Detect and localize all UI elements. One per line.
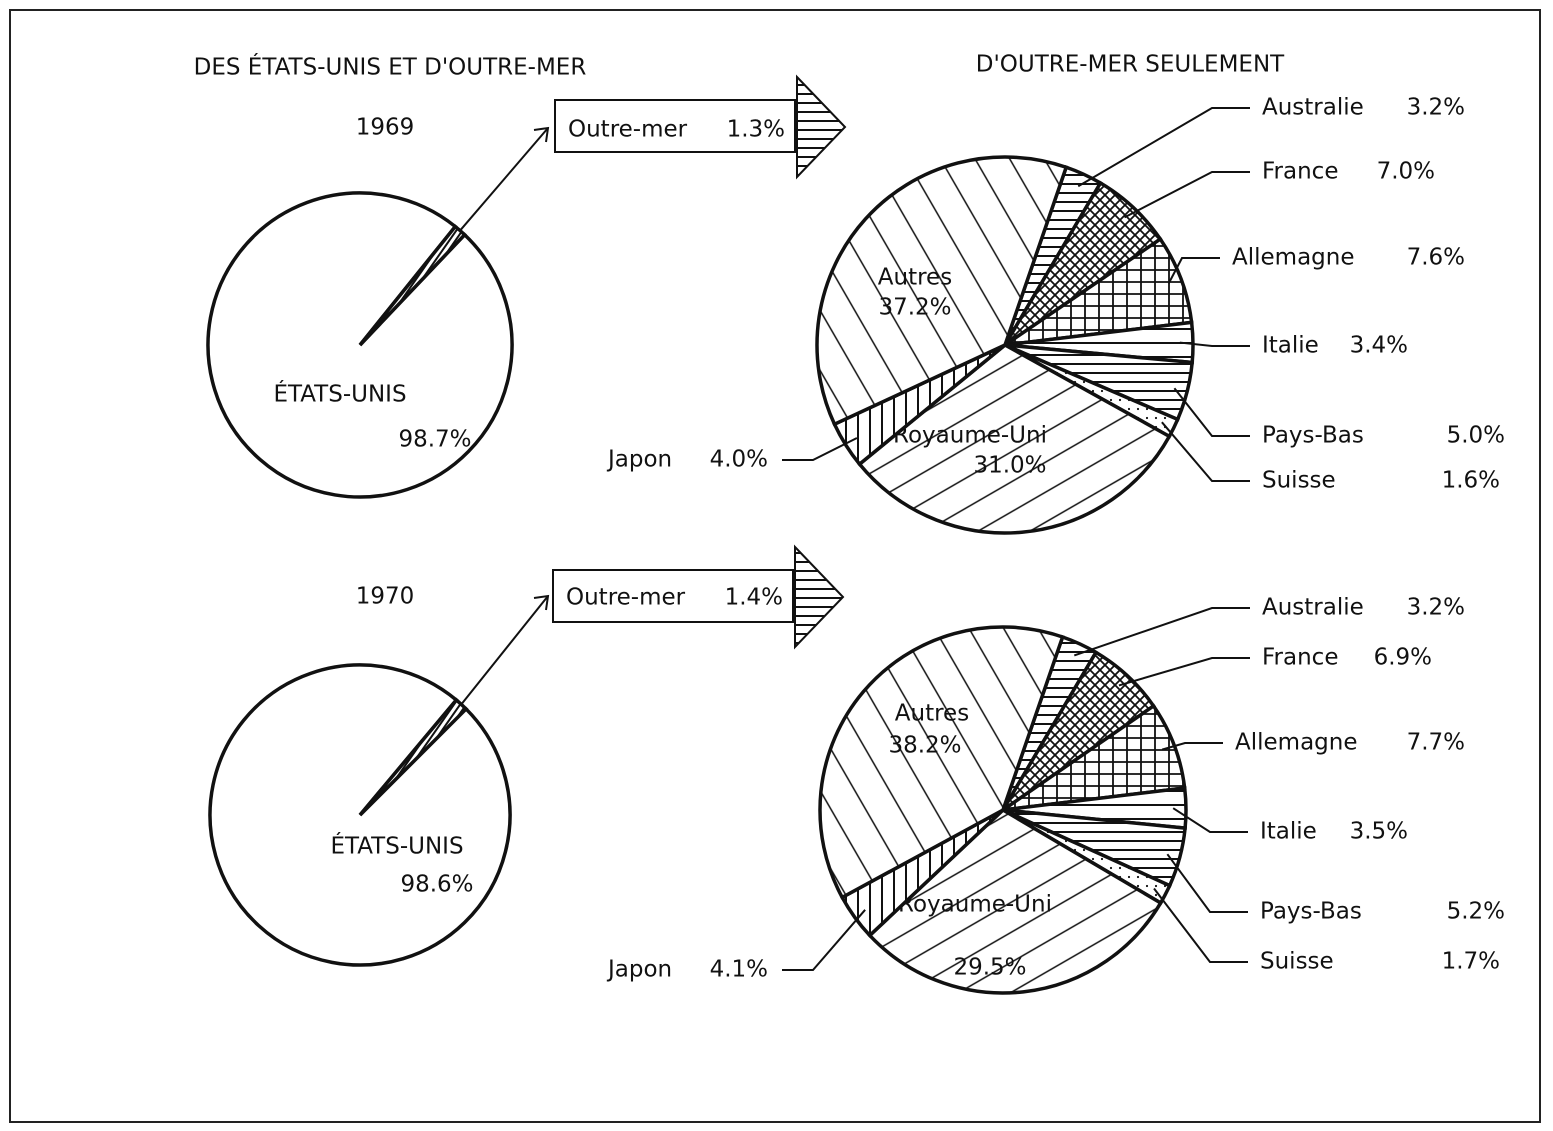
leader-line: [1073, 607, 1250, 657]
leader-line: [1077, 107, 1250, 188]
slice-value: 5.0%: [1447, 423, 1505, 449]
leader-line: [459, 127, 549, 232]
slice-value: 1.6%: [1442, 468, 1500, 494]
slice-value: 7.0%: [1377, 159, 1435, 185]
slice-value: 3.5%: [1350, 819, 1408, 845]
slice-value: 31.0%: [973, 453, 1046, 479]
slice-label: Pays-Bas: [1260, 899, 1362, 925]
slice-value: 7.7%: [1407, 730, 1465, 756]
slice-label: ÉTATS-UNIS: [330, 832, 463, 860]
leader-line: [460, 595, 549, 705]
slice-label: Royaume-Uni: [893, 423, 1047, 449]
slice-value: 37.2%: [878, 295, 951, 321]
frame: [9, 9, 1541, 1123]
chart-title: 1969: [356, 115, 415, 141]
slice-label: Outre-mer: [566, 585, 686, 611]
slice-value: 3.4%: [1350, 333, 1408, 359]
slice-label: Allemagne: [1235, 730, 1358, 756]
slice-value: 5.2%: [1447, 899, 1505, 925]
arrow-head: [533, 594, 550, 611]
slice-label: Italie: [1260, 819, 1317, 845]
slice-label: France: [1262, 159, 1338, 185]
column-title: DES ÉTATS-UNIS ET D'OUTRE-MER: [194, 53, 587, 81]
leader-line: [1173, 387, 1250, 437]
slice-label: Royaume-Uni: [898, 892, 1052, 918]
leader-line: [1124, 171, 1250, 219]
slice-label: Allemagne: [1232, 245, 1355, 271]
slice-label: Japon: [606, 957, 672, 983]
slice-value: 1.3%: [727, 117, 785, 143]
pie-slice: [815, 155, 1069, 427]
slice-value: 4.1%: [710, 957, 768, 983]
pie-slice: [358, 224, 468, 347]
slice-value: 98.6%: [400, 872, 473, 898]
slice-label: Autres: [895, 701, 969, 727]
slice-label: Pays-Bas: [1262, 423, 1364, 449]
leader-line: [1153, 887, 1248, 963]
slice-value: 98.7%: [398, 427, 471, 453]
pie-slice: [818, 625, 1065, 900]
slice-value: 3.2%: [1407, 95, 1465, 121]
leader-line: [782, 909, 866, 971]
slice-value: 1.4%: [725, 585, 783, 611]
leader-line: [1161, 421, 1250, 482]
arrow-head: [533, 126, 550, 143]
leader-line: [1166, 853, 1248, 913]
leader-line: [1167, 257, 1220, 284]
slice-label: Suisse: [1262, 468, 1336, 494]
leader-line: [1172, 807, 1248, 833]
pie-slice: [867, 807, 1164, 995]
pie-slice: [857, 342, 1172, 535]
leader-line: [1118, 657, 1250, 687]
slice-label: Australie: [1262, 95, 1364, 121]
slice-value: 7.6%: [1407, 245, 1465, 271]
slice-value: 29.5%: [953, 955, 1026, 981]
leader-line: [1161, 742, 1223, 751]
slice-label: France: [1262, 645, 1338, 671]
leader-line: [1179, 341, 1250, 347]
chart-title: 1970: [356, 584, 415, 610]
slice-label: Outre-mer: [568, 117, 688, 143]
slice-value: 4.0%: [710, 447, 768, 473]
slice-value: 3.2%: [1407, 595, 1465, 621]
slice-label: ÉTATS-UNIS: [273, 380, 406, 408]
column-title: D'OUTRE-MER SEULEMENT: [976, 52, 1285, 78]
slice-label: Autres: [878, 265, 952, 291]
slice-label: Japon: [606, 447, 672, 473]
leader-line: [782, 437, 858, 461]
slice-value: 38.2%: [888, 733, 961, 759]
arrow-box: [552, 74, 847, 650]
slice-label: Australie: [1262, 595, 1364, 621]
slice-value: 6.9%: [1374, 645, 1432, 671]
slice-label: Italie: [1262, 333, 1319, 359]
slice-value: 1.7%: [1442, 949, 1500, 975]
slice-label: Suisse: [1260, 949, 1334, 975]
